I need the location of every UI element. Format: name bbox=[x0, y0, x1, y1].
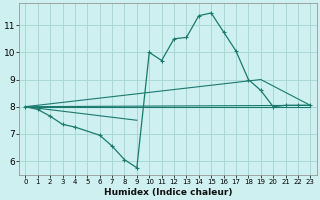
X-axis label: Humidex (Indice chaleur): Humidex (Indice chaleur) bbox=[104, 188, 232, 197]
